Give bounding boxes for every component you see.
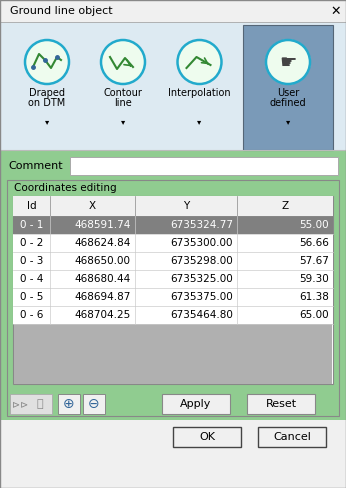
Bar	[70, 157, 338, 175]
Text: Coordinates editing: Coordinates editing	[14, 183, 117, 193]
Bar	[13, 196, 333, 216]
Bar	[0, 150, 346, 488]
Circle shape	[177, 40, 221, 84]
Text: ☛: ☛	[279, 53, 297, 72]
Bar	[14, 324, 332, 384]
Text: Ground line object: Ground line object	[10, 6, 113, 16]
Text: Draped: Draped	[29, 88, 65, 98]
Text: 6735375.00: 6735375.00	[170, 292, 233, 302]
Text: Interpolation: Interpolation	[168, 88, 231, 98]
Text: 0 - 1: 0 - 1	[20, 220, 43, 230]
Text: 0 - 6: 0 - 6	[20, 310, 43, 320]
Text: 6735325.00: 6735325.00	[170, 274, 233, 284]
Bar	[58, 394, 80, 414]
Text: ▾: ▾	[45, 118, 49, 126]
Text: Apply: Apply	[180, 399, 212, 409]
Text: Z: Z	[281, 201, 289, 211]
Circle shape	[25, 40, 69, 84]
Text: line: line	[114, 98, 132, 108]
Text: Contour: Contour	[103, 88, 143, 98]
Text: Cancel: Cancel	[273, 432, 311, 442]
Bar	[13, 234, 333, 252]
Text: Comment: Comment	[8, 161, 63, 171]
Text: 61.38: 61.38	[299, 292, 329, 302]
Text: ▾: ▾	[121, 118, 125, 126]
Bar	[0, 0, 346, 22]
Bar	[13, 216, 333, 234]
Text: ▾: ▾	[197, 118, 202, 126]
Bar	[83, 394, 105, 414]
Text: 0 - 3: 0 - 3	[20, 256, 43, 266]
Bar	[13, 306, 333, 324]
Text: 468680.44: 468680.44	[74, 274, 130, 284]
Text: User: User	[277, 88, 299, 98]
Text: Id: Id	[27, 201, 36, 211]
Text: 0 - 4: 0 - 4	[20, 274, 43, 284]
Text: 57.67: 57.67	[299, 256, 329, 266]
Bar	[7, 180, 339, 416]
Text: ⊕: ⊕	[63, 397, 75, 411]
Bar	[162, 394, 230, 414]
Text: on DTM: on DTM	[28, 98, 66, 108]
Text: 🏷: 🏷	[37, 399, 43, 409]
Text: Y: Y	[183, 201, 189, 211]
Bar	[13, 288, 333, 306]
Text: 55.00: 55.00	[299, 220, 329, 230]
Bar	[247, 394, 315, 414]
Text: 59.30: 59.30	[299, 274, 329, 284]
Circle shape	[101, 40, 145, 84]
Text: 0 - 5: 0 - 5	[20, 292, 43, 302]
Text: defined: defined	[270, 98, 306, 108]
Text: 6735298.00: 6735298.00	[170, 256, 233, 266]
Text: 6735324.77: 6735324.77	[170, 220, 233, 230]
Text: ✕: ✕	[331, 4, 341, 18]
Text: OK: OK	[199, 432, 215, 442]
Bar	[13, 196, 333, 384]
Text: 65.00: 65.00	[299, 310, 329, 320]
Text: Reset: Reset	[265, 399, 297, 409]
Bar	[258, 427, 326, 447]
Text: 468624.84: 468624.84	[74, 238, 130, 248]
Text: 468694.87: 468694.87	[74, 292, 130, 302]
Text: 56.66: 56.66	[299, 238, 329, 248]
Bar	[13, 252, 333, 270]
Text: 6735464.80: 6735464.80	[170, 310, 233, 320]
Bar	[10, 394, 52, 414]
Text: ⊖: ⊖	[88, 397, 100, 411]
Bar	[243, 25, 333, 150]
Bar	[0, 22, 346, 150]
Text: 0 - 2: 0 - 2	[20, 238, 43, 248]
Text: 468591.74: 468591.74	[74, 220, 130, 230]
Bar	[173, 427, 241, 447]
Text: 468650.00: 468650.00	[75, 256, 130, 266]
Bar	[13, 270, 333, 288]
Text: ▾: ▾	[286, 118, 290, 126]
Bar	[0, 420, 346, 488]
Circle shape	[266, 40, 310, 84]
Text: X: X	[89, 201, 96, 211]
Text: ⊳⊳: ⊳⊳	[12, 399, 28, 409]
Text: 6735300.00: 6735300.00	[171, 238, 233, 248]
Text: 468704.25: 468704.25	[74, 310, 130, 320]
